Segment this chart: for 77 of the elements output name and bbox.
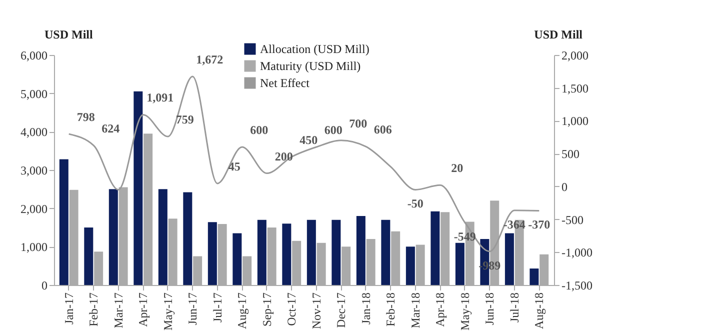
data-label: 450 (300, 132, 318, 147)
bar (84, 228, 94, 285)
bar (158, 189, 168, 285)
y-tick-label: 4,000 (20, 125, 48, 140)
x-tick-label: Feb-18 (384, 292, 398, 326)
bar (282, 224, 292, 285)
y2-tick-label: -1,000 (562, 246, 592, 260)
bar (59, 159, 68, 285)
y-tick-label: 5,000 (20, 86, 48, 101)
y2-tick-label: 0 (562, 180, 568, 194)
legend-label: Allocation (USD Mill) (260, 42, 370, 56)
x-tick-label: Jun-18 (482, 292, 497, 326)
data-label: 600 (324, 123, 342, 137)
y2-tick-label: 1,000 (562, 114, 588, 128)
y2-tick-label: 1,500 (562, 81, 588, 96)
y-tick-label: 3,000 (20, 164, 48, 178)
data-label: 20 (451, 161, 464, 176)
data-label: 200 (274, 149, 293, 164)
bar (208, 222, 217, 285)
x-tick-label: Dec-17 (334, 292, 348, 328)
bar (406, 246, 415, 285)
bar (381, 220, 390, 285)
x-tick-label: Jan-17 (62, 292, 76, 324)
bar (504, 233, 514, 285)
y2-axis-title: USD Mill (534, 28, 584, 42)
x-tick-label: May-17 (160, 292, 175, 330)
x-tick-label: Sep-17 (260, 292, 274, 326)
x-tick-label: Nov-17 (309, 292, 324, 330)
x-tick-label: Feb-17 (86, 292, 101, 326)
y2-tick-label: 500 (562, 147, 580, 162)
y-tick-label: 0 (42, 278, 48, 292)
bar (257, 220, 266, 285)
x-tick-label: Jul-18 (507, 292, 522, 322)
y-tick-label: 1,000 (20, 240, 48, 254)
y2-tick-label: -1,500 (562, 278, 592, 292)
bar (356, 216, 366, 285)
y-tick-label: 6,000 (20, 48, 48, 62)
x-tick-label: Aug-18 (532, 292, 546, 330)
data-label: -364 (503, 217, 526, 232)
bar (430, 211, 440, 285)
x-tick-label: May-18 (458, 292, 472, 330)
y2-tick-label: 2,000 (562, 48, 588, 62)
data-label: -989 (478, 258, 501, 272)
bar (183, 192, 192, 285)
data-label: 45 (228, 159, 240, 174)
x-tick-label: Mar-17 (111, 292, 126, 328)
x-tick-label: Jul-17 (210, 292, 224, 322)
data-label: -50 (407, 196, 424, 211)
x-tick-label: Apr-17 (136, 292, 150, 327)
legend-label: Maturity (USD Mill) (260, 59, 361, 73)
bar (134, 91, 143, 285)
x-tick-label: Aug-17 (235, 292, 250, 330)
y-tick-label: 2,000 (20, 202, 48, 216)
data-label: 798 (76, 110, 95, 124)
data-label: 600 (250, 123, 268, 137)
bar (455, 242, 464, 285)
y2-tick-label: -500 (562, 212, 584, 227)
data-label: 759 (176, 112, 194, 127)
x-tick-label: Oct-17 (284, 292, 299, 326)
x-tick-label: Apr-18 (433, 292, 448, 327)
data-label: -370 (528, 218, 550, 232)
data-label: 606 (374, 122, 392, 137)
bar (530, 268, 539, 285)
y-axis-title: USD Mill (44, 28, 94, 42)
bar (332, 220, 341, 285)
legend-label: Net Effect (260, 76, 310, 90)
bar (108, 189, 118, 285)
data-label: 1,091 (146, 90, 174, 105)
data-label: 1,672 (196, 52, 224, 67)
x-tick-label: Mar-18 (408, 292, 422, 328)
data-label: 700 (349, 116, 368, 130)
data-label: 624 (102, 121, 120, 136)
x-tick-label: Jun-17 (186, 292, 200, 326)
bar (232, 233, 242, 285)
bar (306, 220, 316, 285)
data-label: -549 (454, 230, 476, 244)
x-tick-label: Jan-18 (358, 292, 373, 324)
